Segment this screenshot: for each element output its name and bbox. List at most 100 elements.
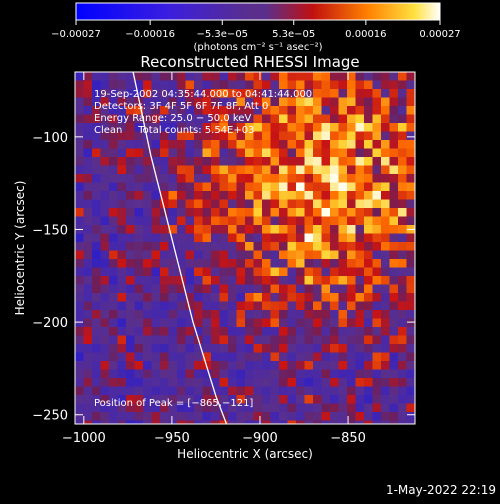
heatmap-cell [372,284,382,294]
heatmap-cell [236,318,246,328]
heatmap-cell [270,276,280,286]
heatmap-cell [313,403,323,413]
heatmap-cell [177,208,187,218]
heatmap-cell [355,369,365,379]
heatmap-cell [92,199,102,209]
heatmap-cell [279,165,289,175]
heatmap-cell [347,378,357,388]
heatmap-cell [236,89,246,99]
heatmap-cell [398,412,408,422]
heatmap-cell [211,335,221,345]
heatmap-cell [100,395,110,405]
heatmap-cell [338,352,348,362]
heatmap-cell [211,310,221,320]
heatmap-cell [236,157,246,167]
heatmap-cell [253,310,263,320]
heatmap-cell [253,361,263,371]
heatmap-cell [355,89,365,99]
heatmap-cell [109,191,119,201]
heatmap-cell [406,361,415,371]
heatmap-cell [398,395,408,405]
heatmap-cell [321,80,331,90]
heatmap-cell [75,250,85,260]
heatmap-cell [296,225,306,235]
heatmap-cell [253,80,263,90]
heatmap-cell [185,174,195,184]
footer-timestamp: 1‐May‐2022 22:19 [386,483,496,497]
heatmap-cell [228,216,238,226]
heatmap-cell [100,140,110,150]
heatmap-cell [92,89,102,99]
heatmap-cell [143,182,153,192]
heatmap-cell [262,191,272,201]
heatmap-cell [168,276,178,286]
heatmap-cell [194,123,204,133]
heatmap-cell [134,318,144,328]
heatmap-cell [364,165,374,175]
heatmap-cell [347,72,357,82]
heatmap-cell [372,276,382,286]
heatmap-cell [219,148,229,158]
heatmap-cell [381,89,391,99]
heatmap-cell [126,378,136,388]
heatmap-cell [253,318,263,328]
heatmap-cell [270,327,280,337]
heatmap-cell [126,293,136,303]
heatmap-cell [194,267,204,277]
heatmap-cell [270,242,280,252]
heatmap-cell [177,361,187,371]
heatmap-cell [194,199,204,209]
heatmap-cell [270,301,280,311]
heatmap-cell [279,344,289,354]
heatmap-cell [194,140,204,150]
heatmap-cell [143,293,153,303]
heatmap-cell [117,174,127,184]
heatmap-cell [75,80,85,90]
heatmap-cell [270,165,280,175]
heatmap-cell [236,259,246,269]
heatmap-cell [389,131,399,141]
heatmap-cell [83,89,93,99]
heatmap-cell [313,208,323,218]
heatmap-cell [347,114,357,124]
heatmap-cell [219,276,229,286]
heatmap-cell [270,403,280,413]
heatmap-cell [287,352,297,362]
heatmap-cell [134,386,144,396]
heatmap-cell [304,157,314,167]
heatmap-cell [177,225,187,235]
heatmap-cell [75,420,85,424]
annotation-detectors: Detectors: 3F 4F 5F 6F 7F 8F, Att 0 [94,101,268,112]
heatmap-cell [92,420,102,424]
heatmap-cell [347,318,357,328]
heatmap-cell [253,72,263,82]
heatmap-cell [313,174,323,184]
heatmap-cell [92,72,102,82]
heatmap-cell [355,199,365,209]
heatmap-cell [168,157,178,167]
heatmap-cell [270,318,280,328]
heatmap-cell [389,114,399,124]
heatmap-cell [321,165,331,175]
heatmap-cell [143,250,153,260]
heatmap-cell [338,318,348,328]
heatmap-cell [253,344,263,354]
heatmap-cell [330,284,340,294]
heatmap-cell [279,182,289,192]
heatmap-cell [347,361,357,371]
heatmap-cell [355,242,365,252]
heatmap-cell [75,140,85,150]
heatmap-cell [185,267,195,277]
heatmap-cell [381,301,391,311]
heatmap-cell [92,318,102,328]
heatmap-cell [92,208,102,218]
heatmap-cell [262,335,272,345]
heatmap-cell [296,276,306,286]
heatmap-cell [185,225,195,235]
heatmap-cell [177,165,187,175]
heatmap-cell [270,378,280,388]
heatmap-cell [245,420,255,424]
heatmap-cell [202,140,212,150]
heatmap-cell [151,335,161,345]
heatmap-cell [279,148,289,158]
